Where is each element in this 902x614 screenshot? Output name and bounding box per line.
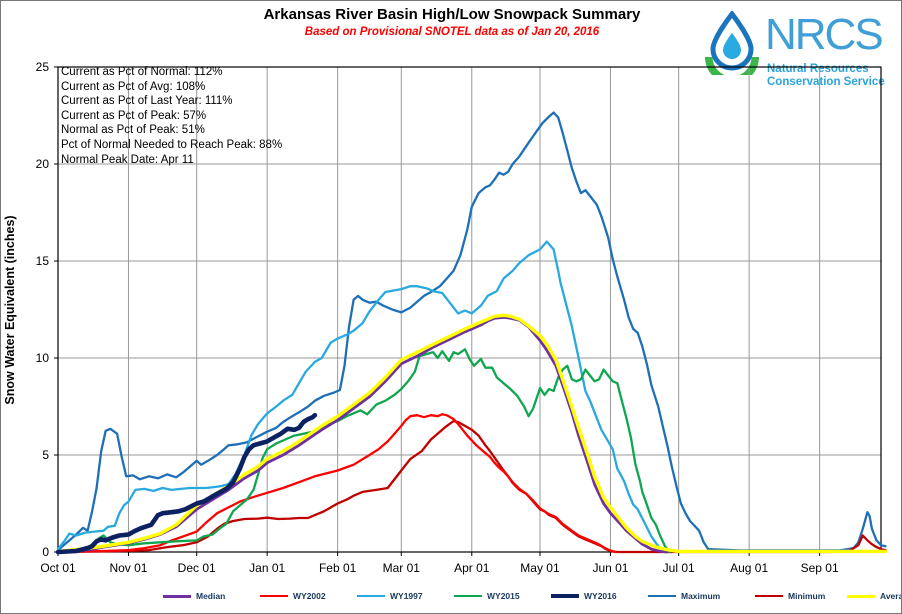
legend-line-swatch [755,595,783,597]
legend-item-minimum: Minimum [755,588,825,604]
chart-title: Arkansas River Basin High/Low Snowpack S… [263,6,641,23]
legend-line-swatch [847,594,875,598]
series-line-wy1997 [56,240,669,554]
series-line-wy2015 [56,348,671,554]
stat-line: Current as Pct of Peak: 57% [61,109,207,122]
x-tick-label: Aug 01 [730,561,768,575]
stat-line: Current as Pct of Normal: 112% [61,66,223,78]
y-tick-label: 5 [42,448,49,462]
stat-line: Current as Pct of Avg: 108% [61,80,206,93]
y-tick-label: 15 [36,254,50,268]
plot-border [57,66,882,553]
legend-line-swatch [454,595,482,597]
series-line-wy2016 [55,412,318,555]
legend-label: WY2002 [293,591,326,601]
x-tick-label: Nov 01 [109,561,147,575]
legend-item-averages: Averages [847,588,901,604]
legend-item-wy2016: WY2016 [551,588,617,604]
legend-label: WY1997 [390,591,423,601]
y-tick-label: 10 [36,351,50,365]
x-tick-label: May 01 [520,561,560,575]
x-tick-label: Sep 01 [801,561,839,575]
legend-item-median: Median [163,588,225,604]
series-line-median [56,315,669,554]
x-tick-label: Jan 01 [249,561,285,575]
legend-line-swatch [551,594,579,598]
legend-label: Minimum [788,591,826,601]
legend-item-wy1997: WY1997 [357,588,423,604]
legend-label: WY2016 [584,591,617,601]
legend-item-wy2002: WY2002 [260,588,326,604]
legend-label: Maximum [681,591,721,601]
legend: Median WY2002 WY1997 WY2015 WY2016 Maximum Min… [1,588,901,608]
x-tick-label: Mar 01 [383,561,421,575]
x-tick-label: Feb 01 [319,561,357,575]
stat-line: Normal Peak Date: Apr 11 [61,153,194,166]
legend-line-swatch [648,595,676,597]
y-tick-label: 0 [42,545,49,559]
legend-label: WY2015 [487,591,520,601]
series-line-wy2002 [56,413,617,554]
y-tick-label: 20 [36,157,50,171]
nrcs-acronym: NRCS [765,10,884,59]
legend-line-swatch [357,595,385,597]
legend-label: Averages [880,591,901,601]
nrcs-logo: NRCS Natural Resources Conservation Serv… [701,9,896,103]
stat-line: Pct of Normal Needed to Reach Peak: 88% [61,138,283,151]
x-tick-label: Dec 01 [178,561,216,575]
nrcs-org-name: Natural Resources Conservation Service [767,63,885,88]
stats-block: Current as Pct of Normal: 112% Current as… [61,65,282,167]
legend-item-maximum: Maximum [648,588,720,604]
series-line-maximum [56,111,887,552]
x-tick-label: Apr 01 [454,561,490,575]
x-tick-label: Oct 01 [40,561,76,575]
chart-subtitle: Based on Provisional SNOTEL data as of J… [304,26,600,38]
y-tick-label: 25 [36,60,50,74]
x-tick-label: Jul 01 [663,561,695,575]
stat-line: Normal as Pct of Peak: 51% [61,124,205,137]
legend-line-swatch [260,595,288,597]
legend-line-swatch [163,594,191,598]
x-tick-label: Jun 01 [592,561,628,575]
stat-line: Current as Pct of Last Year: 111% [61,95,233,108]
legend-item-wy2015: WY2015 [454,588,520,604]
legend-label: Median [196,591,226,601]
